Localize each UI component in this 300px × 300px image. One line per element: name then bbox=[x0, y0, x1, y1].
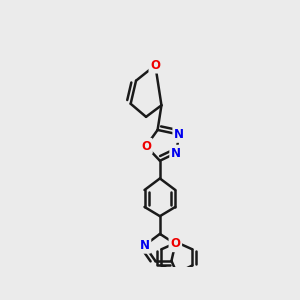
Text: O: O bbox=[170, 237, 180, 250]
Text: N: N bbox=[140, 239, 149, 252]
Text: N: N bbox=[174, 128, 184, 141]
Text: O: O bbox=[141, 140, 151, 153]
Text: O: O bbox=[150, 59, 160, 72]
Text: N: N bbox=[171, 146, 181, 160]
